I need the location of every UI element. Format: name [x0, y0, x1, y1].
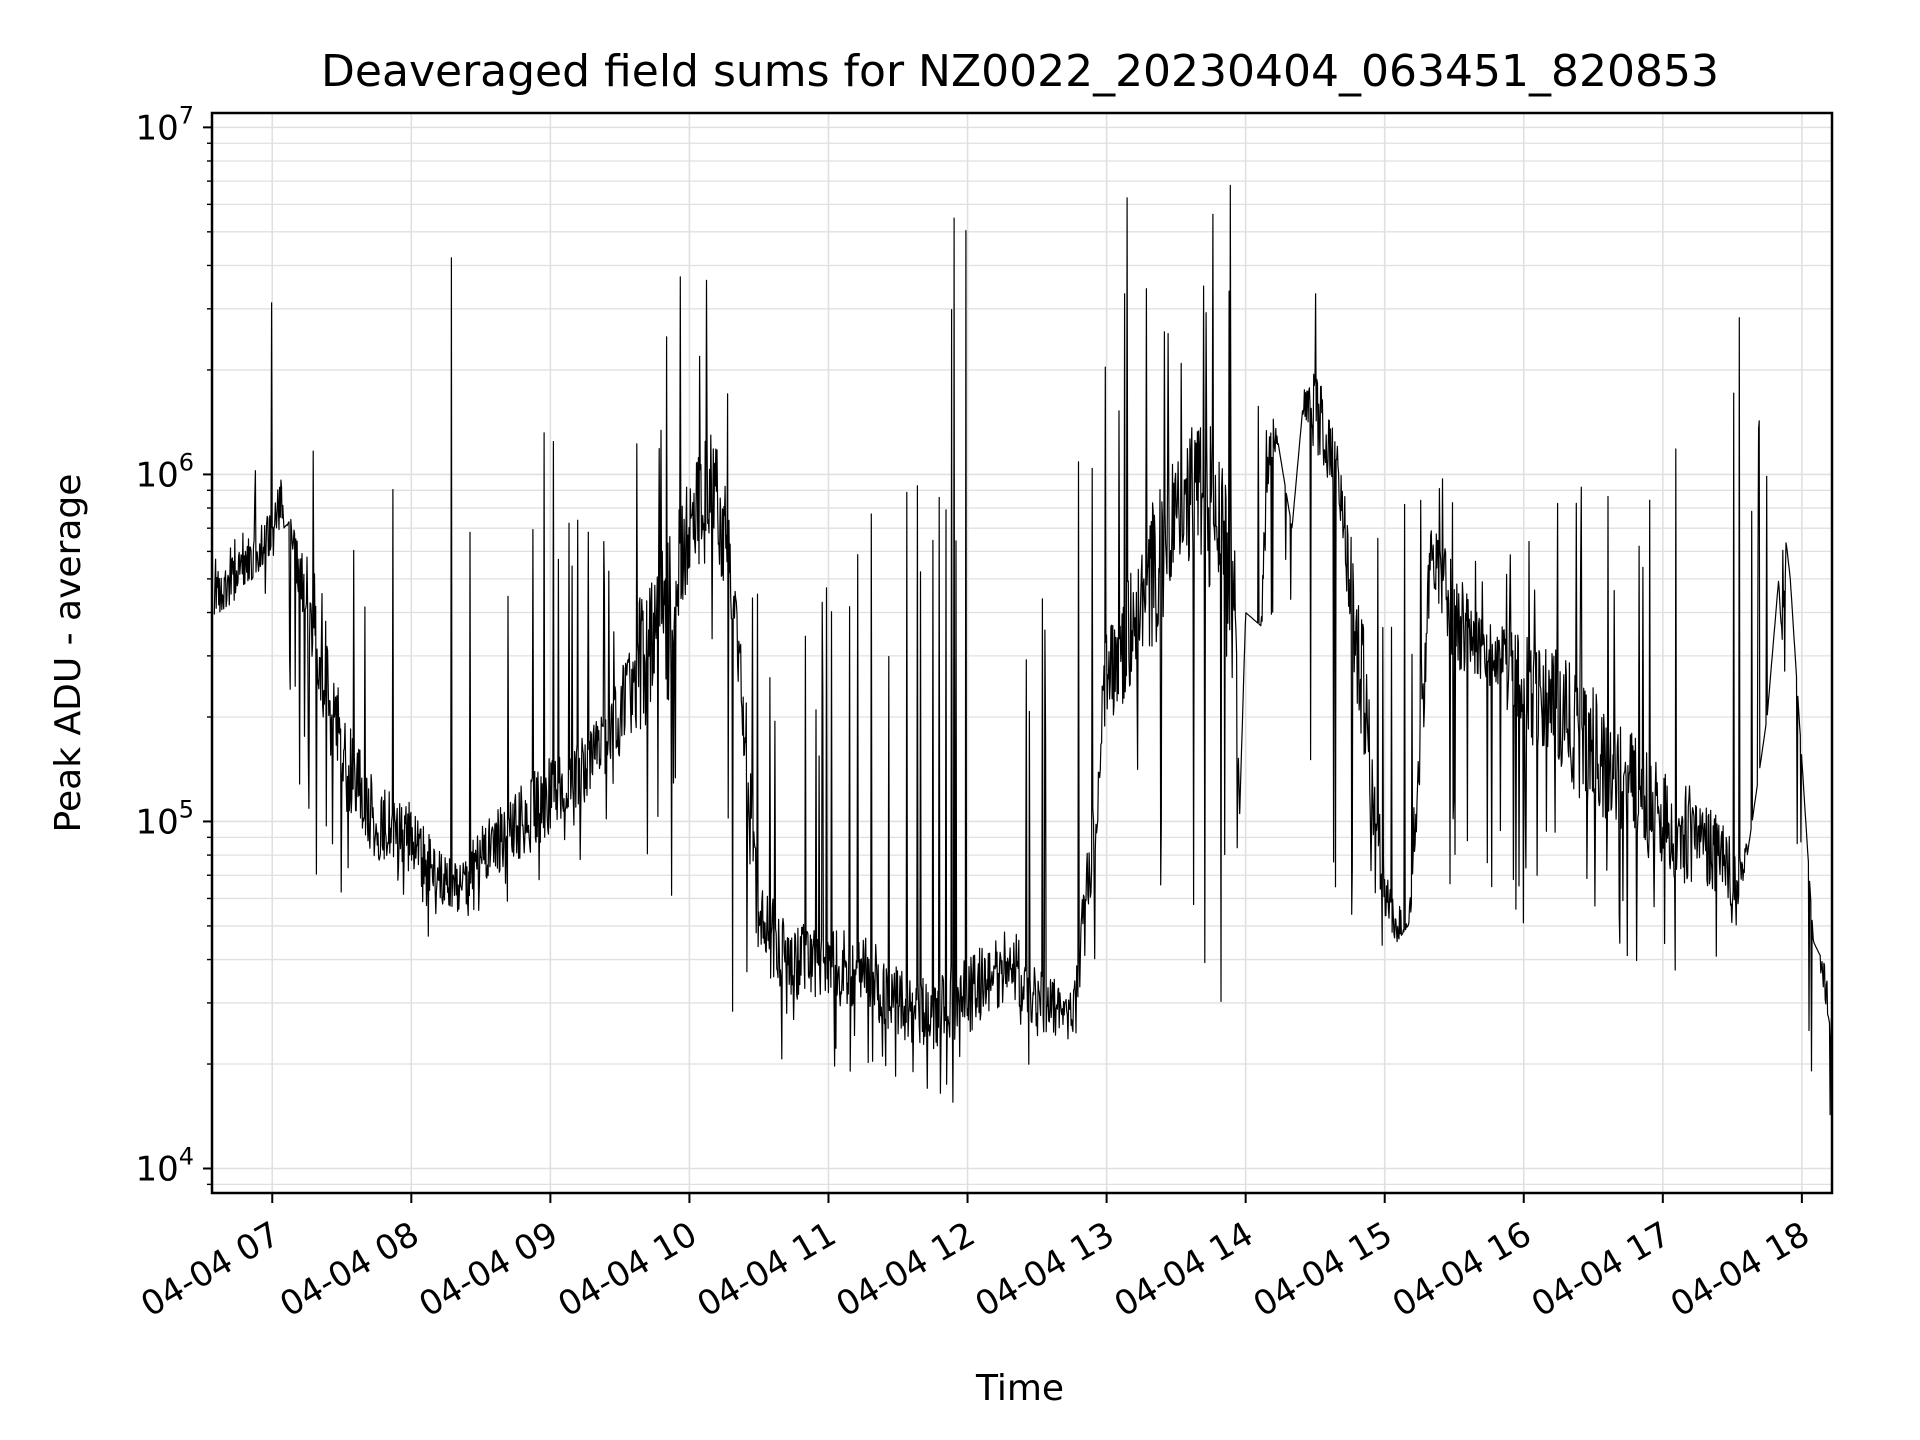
x-axis-label: Time	[975, 1368, 1064, 1409]
y-axis-label: Peak ADU - average	[48, 474, 89, 833]
y-tick-label: 105	[135, 795, 194, 842]
y-tick-exponent: 6	[179, 448, 194, 476]
y-tick-label: 106	[135, 448, 194, 495]
y-tick-label: 104	[135, 1143, 194, 1190]
y-tick-base: 10	[135, 455, 178, 495]
y-tick-base: 10	[135, 108, 178, 148]
series-line	[213, 184, 1833, 1116]
y-tick-exponent: 7	[179, 101, 194, 129]
chart-title: Deaveraged field sums for NZ0022_2023040…	[321, 46, 1719, 97]
y-tick-base: 10	[135, 1150, 178, 1190]
data-series-layer	[213, 184, 1833, 1116]
y-tick-label: 107	[135, 101, 194, 148]
y-tick-exponent: 4	[179, 1143, 194, 1171]
plot-frame	[210, 111, 1834, 1195]
y-tick-base: 10	[135, 802, 178, 842]
y-tick-exponent: 5	[179, 795, 194, 823]
